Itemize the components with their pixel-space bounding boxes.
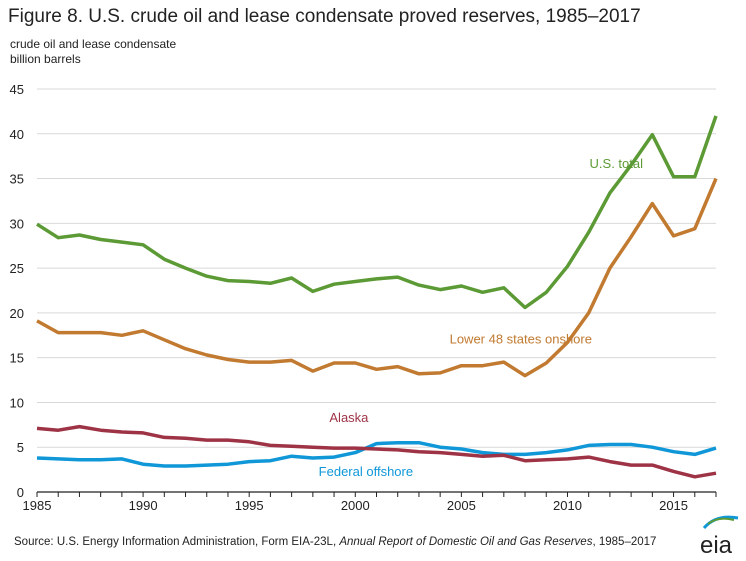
series-line bbox=[36, 177, 718, 378]
y-tick-label: 45 bbox=[10, 82, 24, 97]
source-title: Annual Report of Domestic Oil and Gas Re… bbox=[339, 536, 593, 548]
x-tick-label: 2005 bbox=[447, 498, 476, 513]
series-line bbox=[36, 115, 718, 310]
y-axis-label: crude oil and lease condensate billion b… bbox=[10, 37, 176, 67]
source-prefix: Source: U.S. Energy Information Administ… bbox=[14, 536, 340, 548]
y-tick-label: 5 bbox=[17, 440, 24, 455]
series-line bbox=[36, 440, 717, 468]
series-label: Federal offshore bbox=[319, 464, 413, 479]
series-line bbox=[36, 424, 717, 479]
x-tick-label: 2015 bbox=[659, 498, 688, 513]
x-tick-label: 1985 bbox=[23, 498, 52, 513]
series-label: Alaska bbox=[329, 410, 369, 425]
x-tick-label: 1990 bbox=[129, 498, 158, 513]
source-suffix: , 1985–2017 bbox=[592, 536, 657, 548]
y-axis-label-line: crude oil and lease condensate bbox=[10, 37, 177, 51]
y-tick-label: 35 bbox=[10, 172, 24, 187]
y-tick-label: 30 bbox=[10, 216, 24, 231]
chart-title: Figure 8. U.S. crude oil and lease conde… bbox=[8, 6, 641, 27]
x-tick-label: 2010 bbox=[553, 498, 582, 513]
y-tick-label: 20 bbox=[10, 306, 24, 321]
y-tick-label: 10 bbox=[10, 395, 24, 410]
source-note: Source: U.S. Energy Information Administ… bbox=[14, 536, 656, 548]
y-tick-label: 40 bbox=[10, 127, 24, 142]
series-label: Lower 48 states onshore bbox=[450, 331, 592, 346]
y-axis-label-line: billion barrels bbox=[10, 52, 81, 66]
x-tick-label: 2000 bbox=[341, 498, 370, 513]
y-tick-label: 15 bbox=[10, 351, 24, 366]
series-label: U.S. total bbox=[590, 156, 644, 171]
x-tick-label: 1995 bbox=[235, 498, 264, 513]
y-tick-label: 0 bbox=[17, 485, 24, 500]
y-tick-label: 25 bbox=[10, 261, 24, 276]
